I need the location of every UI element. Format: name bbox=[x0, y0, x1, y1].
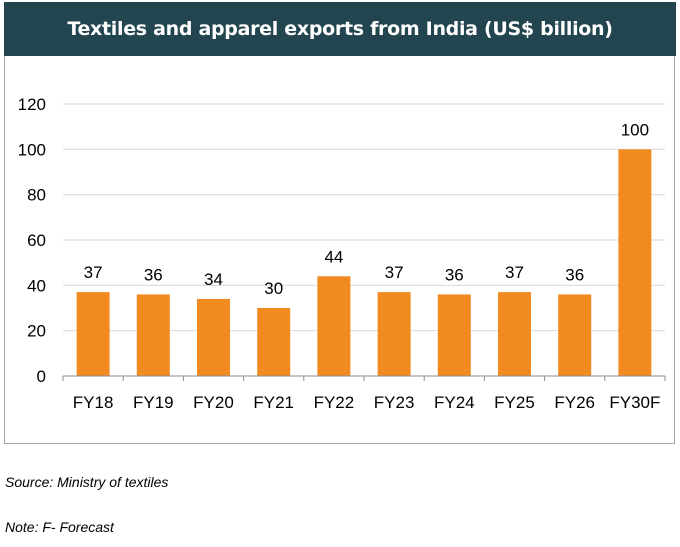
y-tick-label: 80 bbox=[27, 186, 46, 205]
data-label: 37 bbox=[505, 263, 524, 282]
y-tick-label: 120 bbox=[18, 95, 46, 114]
y-tick-label: 40 bbox=[27, 276, 46, 295]
chart-title: Textiles and apparel exports from India … bbox=[4, 2, 676, 56]
y-tick-label: 0 bbox=[37, 367, 46, 386]
data-label: 37 bbox=[385, 263, 404, 282]
y-tick-label: 100 bbox=[18, 140, 46, 159]
bar bbox=[76, 292, 110, 376]
x-tick-label: FY26 bbox=[554, 393, 595, 412]
x-tick-label: FY19 bbox=[133, 393, 174, 412]
bar bbox=[558, 294, 592, 376]
bar bbox=[618, 149, 652, 376]
chart-frame bbox=[4, 56, 675, 444]
x-tick-label: FY25 bbox=[494, 393, 535, 412]
x-tick-label: FY21 bbox=[253, 393, 294, 412]
x-tick-label: FY18 bbox=[73, 393, 114, 412]
x-tick-label: FY30F bbox=[609, 393, 660, 412]
bar bbox=[317, 276, 351, 376]
data-label: 30 bbox=[264, 279, 283, 298]
data-label: 37 bbox=[84, 263, 103, 282]
bar bbox=[136, 294, 170, 376]
x-tick-label: FY23 bbox=[374, 393, 415, 412]
data-label: 36 bbox=[445, 265, 464, 284]
bar bbox=[257, 308, 291, 376]
data-label: 36 bbox=[565, 265, 584, 284]
x-tick-label: FY20 bbox=[193, 393, 234, 412]
data-label: 44 bbox=[324, 247, 343, 266]
bar bbox=[377, 292, 411, 376]
forecast-note: Note: F- Forecast bbox=[5, 519, 114, 535]
y-tick-label: 20 bbox=[27, 322, 46, 341]
bar bbox=[498, 292, 531, 376]
data-label: 100 bbox=[621, 120, 649, 139]
source-note: Source: Ministry of textiles bbox=[5, 474, 169, 490]
data-label: 36 bbox=[144, 265, 163, 284]
data-label: 34 bbox=[204, 270, 223, 289]
x-tick-label: FY22 bbox=[314, 393, 355, 412]
x-tick-label: FY24 bbox=[434, 393, 475, 412]
bar bbox=[437, 294, 471, 376]
y-tick-label: 60 bbox=[27, 231, 46, 250]
bar bbox=[197, 298, 230, 376]
